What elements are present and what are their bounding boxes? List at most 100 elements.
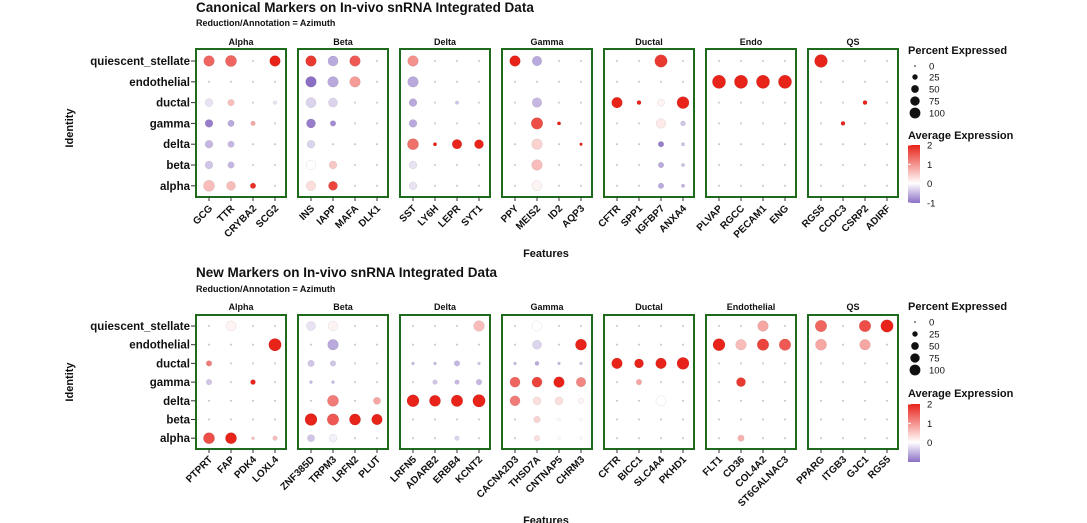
dot-pdk4-gamma: [250, 379, 256, 385]
dot-cftr-delta: [615, 399, 619, 402]
dot-pkhd1-ductal: [676, 357, 690, 370]
dot-lrfn5-gamma: [411, 381, 415, 384]
x-axis-title: Features: [523, 515, 569, 523]
dot-scg2-ductal: [272, 100, 278, 105]
dot-pparg-endothelial: [815, 338, 827, 351]
identity-label: alpha: [160, 433, 191, 445]
dot-bicc1-endothelial: [637, 343, 641, 346]
identity-label: endothelial: [129, 340, 190, 352]
dot-thsd7a-endothelial: [532, 339, 542, 350]
dot-col4a2-endothelial: [756, 338, 770, 351]
dot-plvap-beta: [717, 163, 721, 167]
color-legend-title: Average Expression: [908, 388, 1014, 400]
dot-syt1-quiescent_stellate: [477, 59, 481, 63]
dot-ppy-ductal: [513, 101, 517, 104]
dot-pdk4-alpha: [251, 436, 255, 440]
dot-itgb3-endothelial: [841, 343, 845, 346]
dot-mafa-endothelial: [349, 76, 361, 88]
dot-csrp2-beta: [863, 163, 867, 167]
dot-sst-ductal: [408, 98, 418, 107]
dot-cacna2d3-delta: [509, 395, 521, 407]
dot-eng-ductal: [783, 101, 787, 104]
dot-rgs5-alpha: [819, 184, 823, 187]
dot-cd36-endothelial: [735, 339, 747, 351]
dot-eng-gamma: [783, 122, 787, 125]
dot-pecam1-quiescent_stellate: [761, 59, 765, 63]
feature-label: PPARG: [795, 454, 828, 487]
dot-ppy-beta: [513, 163, 517, 167]
dot-erbb4-delta: [450, 394, 464, 407]
dot-st6galnac3-ductal: [783, 362, 787, 365]
dot-ly6h-gamma: [433, 122, 437, 125]
dot-thsd7a-beta: [533, 416, 541, 423]
dot-slc4a4-alpha: [659, 437, 663, 440]
dot-rgs5-beta: [819, 163, 823, 167]
dot-dlk1-endothelial: [375, 80, 379, 83]
size-legend-label: 75: [929, 354, 940, 365]
color-legend-label: 1: [927, 419, 932, 430]
dot-flt1-quiescent_stellate: [717, 324, 721, 328]
feature-label: GJC1: [845, 454, 872, 481]
size-legend-label: 25: [929, 73, 940, 84]
dot-slc4a4-ductal: [655, 357, 667, 369]
dot-anxa4-beta: [680, 162, 686, 168]
dot-fap-quiescent_stellate: [225, 320, 237, 332]
dot-meis2-ductal: [531, 97, 543, 108]
dot-id2-endothelial: [557, 80, 561, 83]
dot-pdk4-endothelial: [251, 343, 255, 346]
color-legend-label: 0: [927, 438, 932, 449]
dot-erbb4-quiescent_stellate: [455, 324, 459, 328]
dot-cryba2-endothelial: [251, 80, 255, 83]
dot-spp1-beta: [637, 163, 641, 167]
dot-pdk4-beta: [251, 418, 255, 421]
identity-label: endothelial: [129, 77, 190, 89]
dot-pecam1-delta: [761, 143, 765, 146]
dot-dlk1-delta: [375, 143, 379, 146]
dot-lrfn2-alpha: [353, 437, 357, 440]
identity-label: quiescent_stellate: [90, 56, 190, 68]
dot-rgs5-alpha: [885, 437, 889, 440]
dot-syt1-gamma: [477, 122, 481, 125]
dot-spp1-quiescent_stellate: [637, 59, 641, 63]
dot-eng-delta: [783, 143, 787, 146]
dot-meis2-endothelial: [535, 80, 539, 83]
dot-ptprt-endothelial: [207, 343, 211, 346]
dot-gjc1-quiescent_stellate: [858, 319, 872, 333]
identity-label: gamma: [150, 377, 191, 389]
size-legend-title: Percent Expressed: [908, 301, 1007, 313]
panel-header: Gamma: [530, 37, 564, 47]
dot-lepr-beta: [455, 163, 459, 167]
dot-cd36-beta: [739, 418, 743, 421]
dot-anxa4-alpha: [680, 183, 686, 188]
color-legend-label: 1: [927, 160, 932, 171]
dot-adarb2-alpha: [433, 437, 437, 440]
dot-chrm3-beta: [579, 417, 583, 422]
panel-frame: [297, 314, 389, 450]
dot-fap-ductal: [229, 362, 233, 365]
dot-anxa4-delta: [680, 142, 686, 147]
dot-ins-alpha: [305, 180, 317, 191]
dot-adarb2-gamma: [432, 379, 438, 385]
dot-sst-gamma: [408, 119, 418, 128]
dot-lrfn2-ductal: [353, 362, 357, 365]
dot-gcg-alpha: [203, 179, 215, 192]
dot-bicc1-beta: [637, 418, 641, 421]
dot-plut-alpha: [375, 437, 379, 440]
size-legend-title: Percent Expressed: [908, 45, 1007, 57]
feature-label: PLUT: [357, 454, 383, 480]
dot-erbb4-gamma: [454, 379, 460, 385]
dot-trpm3-beta: [326, 413, 340, 426]
dot-erbb4-alpha: [454, 435, 460, 441]
dot-chrm3-endothelial: [575, 338, 587, 351]
panel-frame: [603, 314, 695, 450]
dot-csrp2-delta: [863, 143, 867, 146]
dot-scg2-gamma: [273, 122, 277, 125]
dot-cd36-ductal: [739, 362, 743, 365]
dot-ppy-alpha: [513, 184, 517, 187]
dot-cftr-gamma: [615, 122, 619, 125]
dot-itgb3-ductal: [841, 362, 845, 365]
dot-flt1-alpha: [717, 437, 721, 440]
dot-rgs5-endothelial: [819, 80, 823, 83]
dot-pecam1-endothelial: [756, 74, 770, 89]
dot-spp1-alpha: [637, 184, 641, 187]
